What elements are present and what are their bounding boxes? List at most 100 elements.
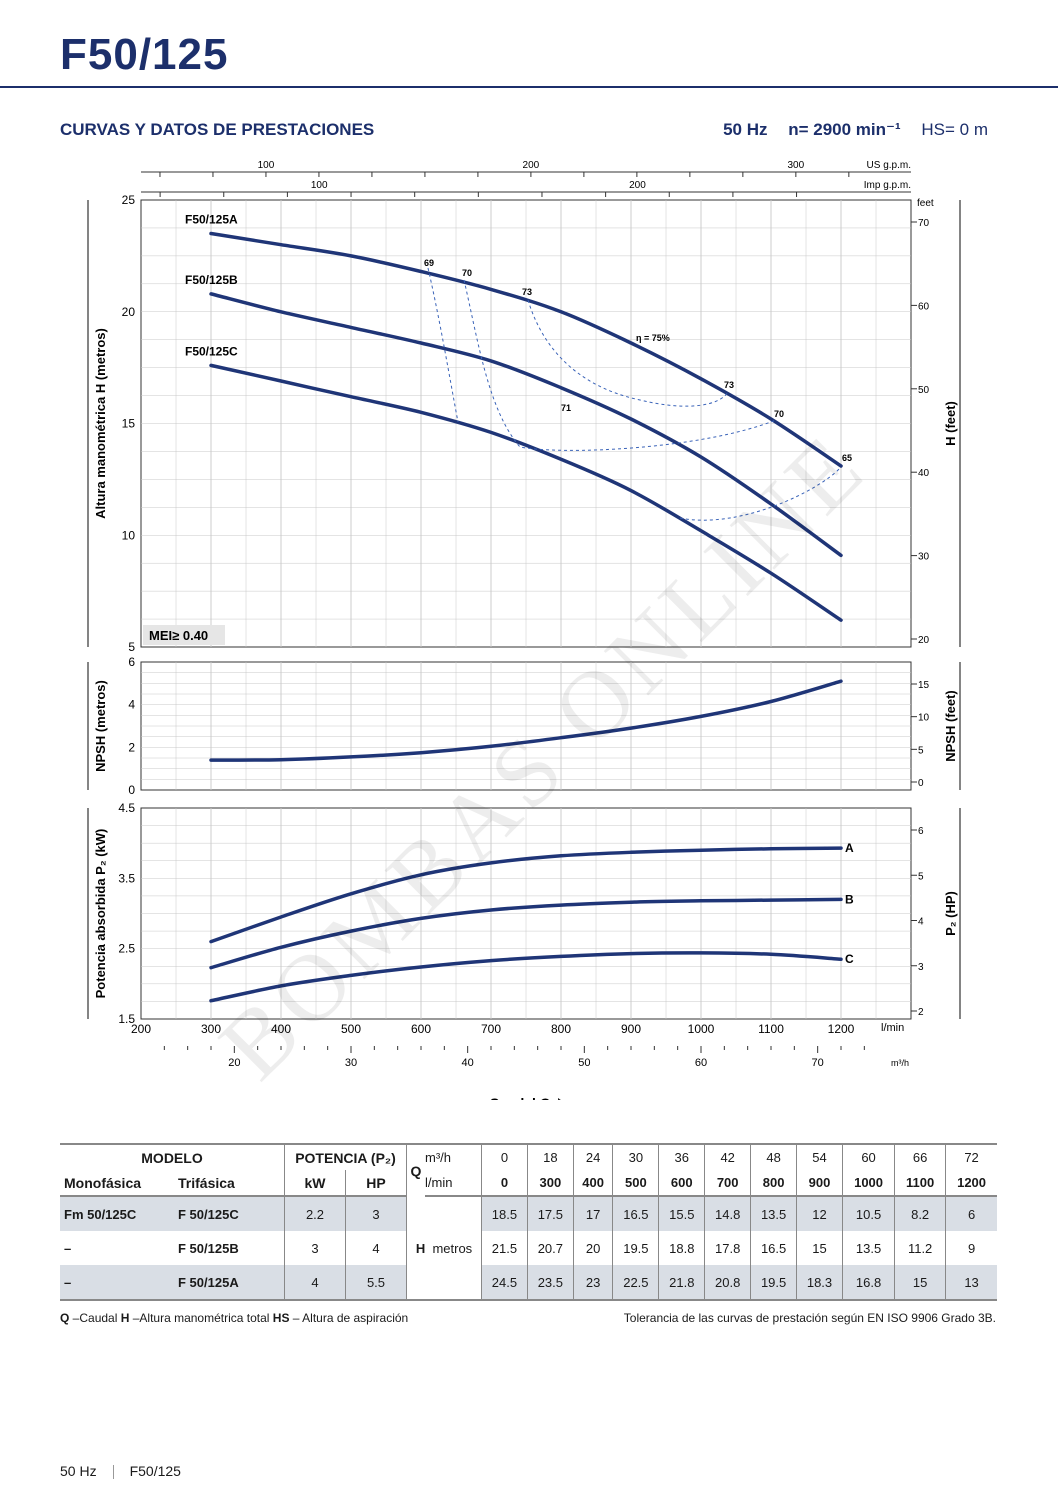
y2-tick-label: 0: [918, 778, 924, 789]
h-value: 22.5: [612, 1265, 659, 1301]
x2-unit: m³/h: [891, 1058, 909, 1068]
x-tick-label: 700: [481, 1022, 501, 1036]
top-imp-tick-label: 200: [629, 180, 646, 191]
page-title: F50/125: [60, 30, 229, 79]
y-tick-label: 25: [122, 193, 136, 207]
lmin-value: 900: [796, 1170, 843, 1197]
mei-box: [143, 625, 225, 645]
lmin-value: 0: [481, 1170, 528, 1197]
curve-label: C: [845, 952, 854, 966]
y2-tick-label: 70: [918, 218, 930, 229]
section-title: CURVAS Y DATOS DE PRESTACIONES: [60, 120, 375, 139]
h-value: 16.8: [841, 1265, 895, 1301]
row-hp: 5.5: [345, 1265, 407, 1301]
x-tick-label: 1100: [758, 1022, 784, 1036]
col-potencia: POTENCIA (P₂): [284, 1143, 407, 1170]
y2-tick-label: 4: [918, 917, 924, 928]
y-tick-label: 20: [122, 305, 136, 319]
y2-tick-label: 60: [918, 301, 930, 312]
m3h-value: 54: [796, 1143, 843, 1170]
h-value: 6: [945, 1196, 997, 1231]
footer-frequency: 50 Hz: [60, 1463, 97, 1479]
y-tick-label: 4: [128, 698, 135, 712]
y2-tick-label: 15: [918, 680, 930, 691]
row-mono: Fm 50/125C: [60, 1196, 174, 1231]
x-tick-label: 900: [621, 1022, 641, 1036]
h-value: 15.5: [658, 1196, 705, 1231]
y-axis-label: NPSH (metros): [93, 680, 108, 772]
y2-tick-label: 50: [918, 385, 930, 396]
col-hp: HP: [345, 1170, 407, 1197]
page-footer: 50 Hz F50/125: [60, 1463, 181, 1480]
h-value: 18.3: [796, 1265, 843, 1301]
curve-label: A: [845, 841, 854, 855]
x-tick-label: 1200: [828, 1022, 855, 1036]
row-tri: F 50/125A: [174, 1265, 285, 1301]
y2-tick-label: 30: [918, 552, 930, 563]
x-tick-label: 300: [201, 1022, 221, 1036]
y2-tick-label: 5: [918, 871, 924, 882]
y-tick-label: 6: [128, 655, 135, 669]
h-value: 8.2: [894, 1196, 946, 1231]
x2-tick-label: 50: [578, 1057, 590, 1069]
row-kw: 4: [284, 1265, 346, 1301]
x-tick-label: 1000: [688, 1022, 715, 1036]
x-tick-label: 600: [411, 1022, 431, 1036]
y2-unit: feet: [917, 198, 934, 209]
curve-label: F50/125B: [185, 273, 238, 287]
row-kw: 3: [284, 1231, 346, 1265]
m3h-value: 24: [572, 1143, 613, 1170]
legend-note: Q –Caudal H –Altura manométrica total HS…: [60, 1311, 409, 1325]
row-hp: 4: [345, 1231, 407, 1265]
y-tick-label: 2: [128, 740, 135, 754]
y2-tick-label: 40: [918, 468, 930, 479]
curve-label: F50/125A: [185, 213, 238, 227]
h-value: 12: [796, 1196, 843, 1231]
h-value: 17.8: [704, 1231, 751, 1265]
h-value: 21.5: [481, 1231, 528, 1265]
y-tick-label: 2.5: [118, 942, 135, 956]
mei-label: MEI≥ 0.40: [149, 628, 208, 643]
lmin-value: 1000: [841, 1170, 895, 1197]
curve-label: F50/125C: [185, 344, 238, 358]
curve-a: [209, 846, 843, 944]
col-modelo: MODELO: [60, 1143, 285, 1170]
y2-axis-label: H (feet): [943, 401, 958, 446]
row-tri: F 50/125C: [174, 1196, 285, 1231]
h-value: 21.8: [658, 1265, 705, 1301]
efficiency-curve-70: [463, 279, 777, 451]
y-tick-label: 5: [128, 640, 135, 654]
x2-tick-label: 60: [695, 1057, 707, 1069]
row-mono: –: [64, 1240, 72, 1256]
title-rule: [0, 86, 1058, 88]
h-value: 20.8: [704, 1265, 751, 1301]
y2-tick-label: 2: [918, 1007, 924, 1018]
m3h-value: 0: [481, 1143, 528, 1170]
y-tick-label: 10: [122, 528, 136, 542]
h-value: 20: [572, 1231, 613, 1265]
m3h-value: 72: [945, 1143, 997, 1170]
col-kw: kW: [284, 1170, 346, 1197]
h-value: 23: [572, 1265, 613, 1301]
efficiency-label: 65: [842, 453, 852, 463]
x2-tick-label: 20: [228, 1057, 240, 1069]
col-trifasica: Trifásica: [174, 1170, 285, 1197]
spec-hs: HS= 0 m: [921, 120, 988, 139]
x2-tick-label: 40: [462, 1057, 474, 1069]
tolerance-note: Tolerancia de las curvas de prestación s…: [623, 1311, 996, 1325]
curve-npsh: [209, 679, 843, 762]
efficiency-label: 70: [774, 409, 784, 419]
top-imp-tick-label: 100: [311, 180, 328, 191]
footer-model: F50/125: [129, 1463, 181, 1479]
col-monofasica: Monofásica: [60, 1170, 174, 1197]
top-us-tick-label: 200: [523, 160, 540, 171]
x2-tick-label: 70: [812, 1057, 824, 1069]
row-kw: 2.2: [284, 1196, 346, 1231]
m3h-value: 60: [841, 1143, 895, 1170]
lmin-value: 1100: [894, 1170, 946, 1197]
y-tick-label: 0: [128, 783, 135, 797]
h-value: 18.5: [481, 1196, 528, 1231]
row-tri: F 50/125B: [178, 1240, 239, 1256]
h-value: 10.5: [841, 1196, 895, 1231]
